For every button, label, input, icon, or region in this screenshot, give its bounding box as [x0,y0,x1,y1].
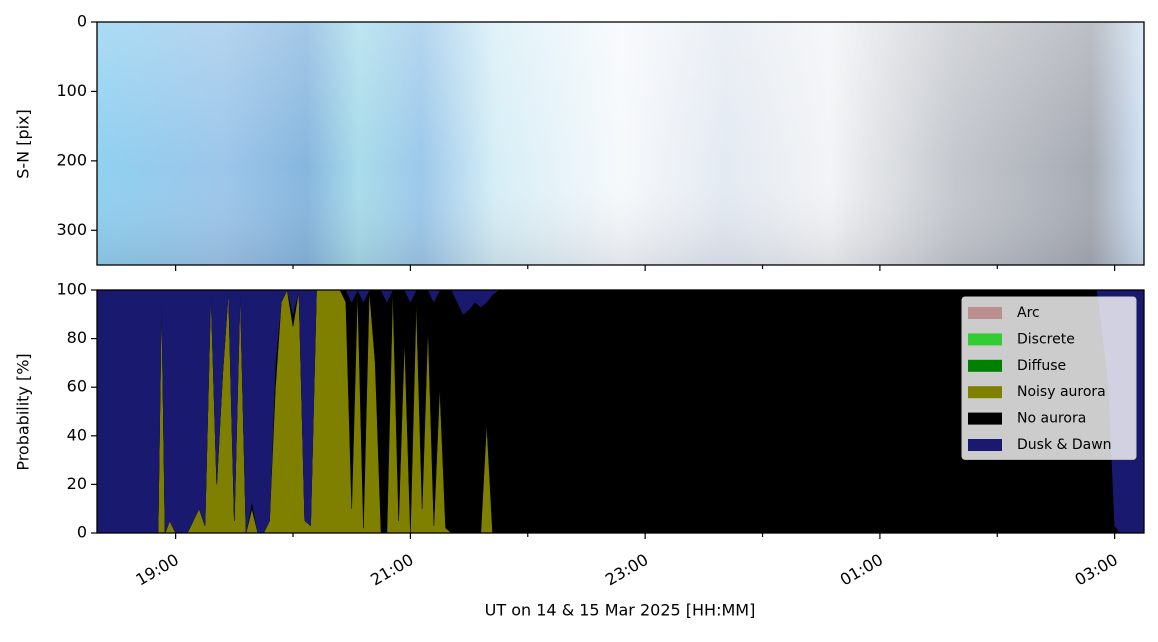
legend-swatch [968,307,1002,319]
y-tick-label: 0 [77,523,87,542]
legend-swatch [968,439,1002,451]
x-tick-label: 01:00 [837,550,886,590]
legend-label: Arc [1017,305,1040,321]
x-tick-label: 19:00 [132,550,181,590]
legend-swatch [968,386,1002,399]
y-tick-label: 40 [67,425,87,444]
plot-frame [96,21,1145,266]
legend-swatch [968,359,1002,372]
keogram-shading [97,22,1144,265]
legend-label: Dusk & Dawn [1017,437,1112,453]
legend-box [961,296,1137,460]
plot-frame [96,289,1145,534]
y-tick-label: 200 [56,150,87,169]
y-axis-label: Probability [%] [14,353,33,470]
x-tick-label: 21:00 [367,550,416,590]
y-tick-label: 100 [56,280,87,299]
legend-swatch [968,333,1002,346]
legend-label: No aurora [1017,411,1086,427]
x-tick-label: 23:00 [602,550,651,590]
y-tick-label: 300 [56,220,87,239]
legend-label: Diffuse [1017,358,1066,374]
y-tick-label: 60 [67,377,87,396]
legend-swatch [968,412,1002,425]
y-axis-label: S-N [pix] [14,109,33,179]
y-tick-label: 80 [67,328,87,347]
legend-label: Noisy aurora [1017,384,1106,400]
y-tick-label: 20 [67,474,87,493]
legend-label: Discrete [1017,331,1075,347]
y-tick-label: 0 [77,12,87,31]
y-tick-label: 100 [56,81,87,100]
x-axis-label: UT on 14 & 15 Mar 2025 [HH:MM] [485,601,756,620]
x-tick-label: 03:00 [1071,550,1120,590]
